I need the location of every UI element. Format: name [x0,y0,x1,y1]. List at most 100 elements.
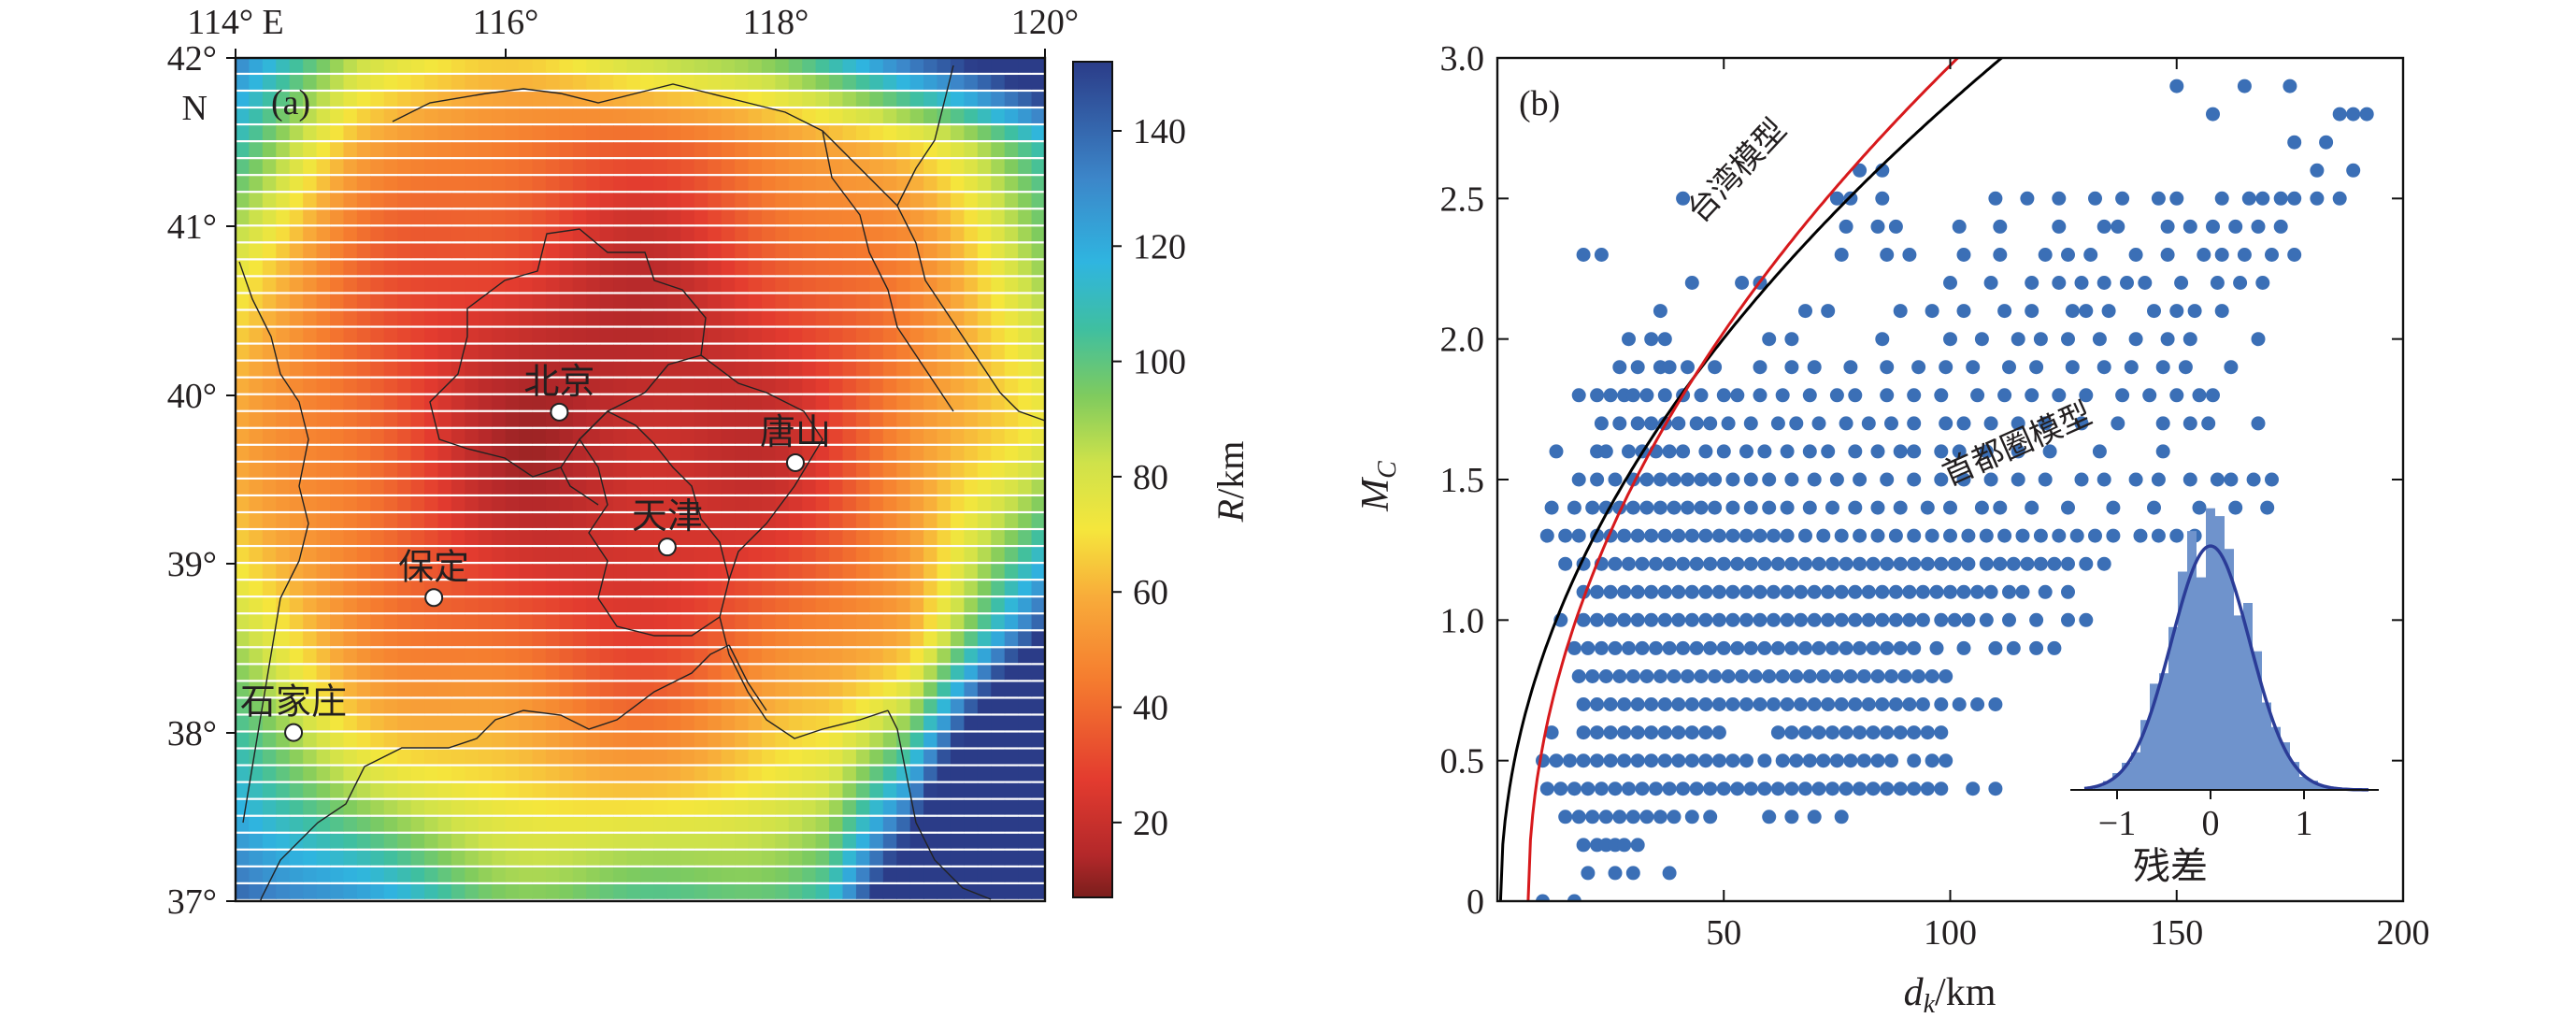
scatter-point [1757,781,1772,796]
scatter-point [1907,416,1922,431]
heatmap-cell [343,361,358,377]
heatmap-cell [316,294,331,309]
heatmap-cell [964,378,979,394]
heatmap-cell [937,513,952,528]
heatmap-cell [788,614,803,630]
heatmap-cell [343,480,358,495]
heatmap-cell [1004,428,1019,444]
heatmap-cell [802,581,817,596]
heatmap-cell [451,445,465,461]
heatmap-cell [262,480,277,495]
heatmap-cell [532,445,547,461]
heatmap-cell [640,732,655,748]
heatmap-cell [505,782,520,798]
heatmap-cell [437,665,452,681]
heatmap-cell [356,277,371,293]
heatmap-cell [356,883,371,899]
scatter-point [2061,612,2075,627]
heatmap-cell [937,581,952,596]
heatmap-cell [1031,614,1045,630]
heatmap-cell [721,816,736,832]
heatmap-cell [424,142,439,158]
heatmap-cell [410,513,425,528]
heatmap-cell [802,715,817,731]
heatmap-cell [383,597,398,613]
scatter-point [2160,219,2175,234]
heatmap-cell [262,462,277,478]
heatmap-cell [370,378,385,394]
scatter-point [1698,584,1713,599]
heatmap-cell [842,648,857,664]
scatter-point [1897,669,1912,683]
heatmap-cell [262,513,277,528]
scatter-point [1662,360,1677,375]
heatmap-cell [1031,833,1045,849]
scatter-point [1956,584,1971,599]
scatter-point [1671,612,1686,627]
heatmap-cell [869,108,884,123]
heatmap-cell [869,883,884,899]
heatmap-cell [289,243,304,259]
heatmap-cell [559,766,574,781]
heatmap-cell [735,850,750,866]
heatmap-cell [842,749,857,765]
heatmap-cell [991,344,1006,360]
heatmap-cell [276,260,291,276]
heatmap-cell [855,243,870,259]
heatmap-cell [330,294,345,309]
scatter-point [2169,79,2184,93]
heatmap-cell [855,766,870,781]
scatter-point [1743,640,1758,655]
scatter-point [1544,725,1559,740]
heatmap-cell [1031,125,1045,140]
scatter-point [1997,528,2012,543]
scatter-point [2160,248,2175,262]
heatmap-cell [262,411,277,427]
heatmap-cell [869,564,884,580]
heatmap-cell [1004,378,1019,394]
heatmap-cell [330,428,345,444]
heatmap-cell [842,277,857,293]
heatmap-cell [370,159,385,175]
heatmap-cell [815,445,830,461]
scatter-point [1739,753,1753,768]
heatmap-cell [855,108,870,123]
scatter-point [1657,753,1672,768]
heatmap-cell [842,816,857,832]
scatter-point [1767,584,1781,599]
model-curves [1498,58,2004,901]
heatmap-cell [950,58,965,73]
scatter-point [2160,332,2175,347]
heatmap-cell [950,462,965,478]
scatter-point [1594,781,1609,796]
heatmap-cell [923,496,938,511]
scatter-point [1934,725,1949,740]
heatmap-cell [437,394,452,410]
heatmap-cell [505,597,520,613]
heatmap-cell [721,58,736,73]
heatmap-cell [370,260,385,276]
heatmap-cell [721,749,736,765]
heatmap-cell [829,867,844,882]
heatmap-cell [950,766,965,781]
scatter-point [1622,640,1636,655]
heatmap-cell [249,665,264,681]
heatmap-cell [721,530,736,545]
heatmap-cell [262,732,277,748]
heatmap-cell [316,715,331,731]
heatmap-cell [708,597,723,613]
heatmap-cell [909,277,924,293]
heatmap-cell [316,310,331,326]
heatmap-cell [680,294,695,309]
heatmap-cell [572,547,587,562]
heatmap-cell [424,226,439,242]
heatmap-cell [977,681,992,697]
heatmap-cell [694,75,708,90]
heatmap-cell [276,310,291,326]
scatter-point [1829,472,1844,487]
heatmap-cell [815,310,830,326]
heatmap-cell [1004,75,1019,90]
heatmap-cell [356,513,371,528]
scatter-point [1544,500,1559,515]
